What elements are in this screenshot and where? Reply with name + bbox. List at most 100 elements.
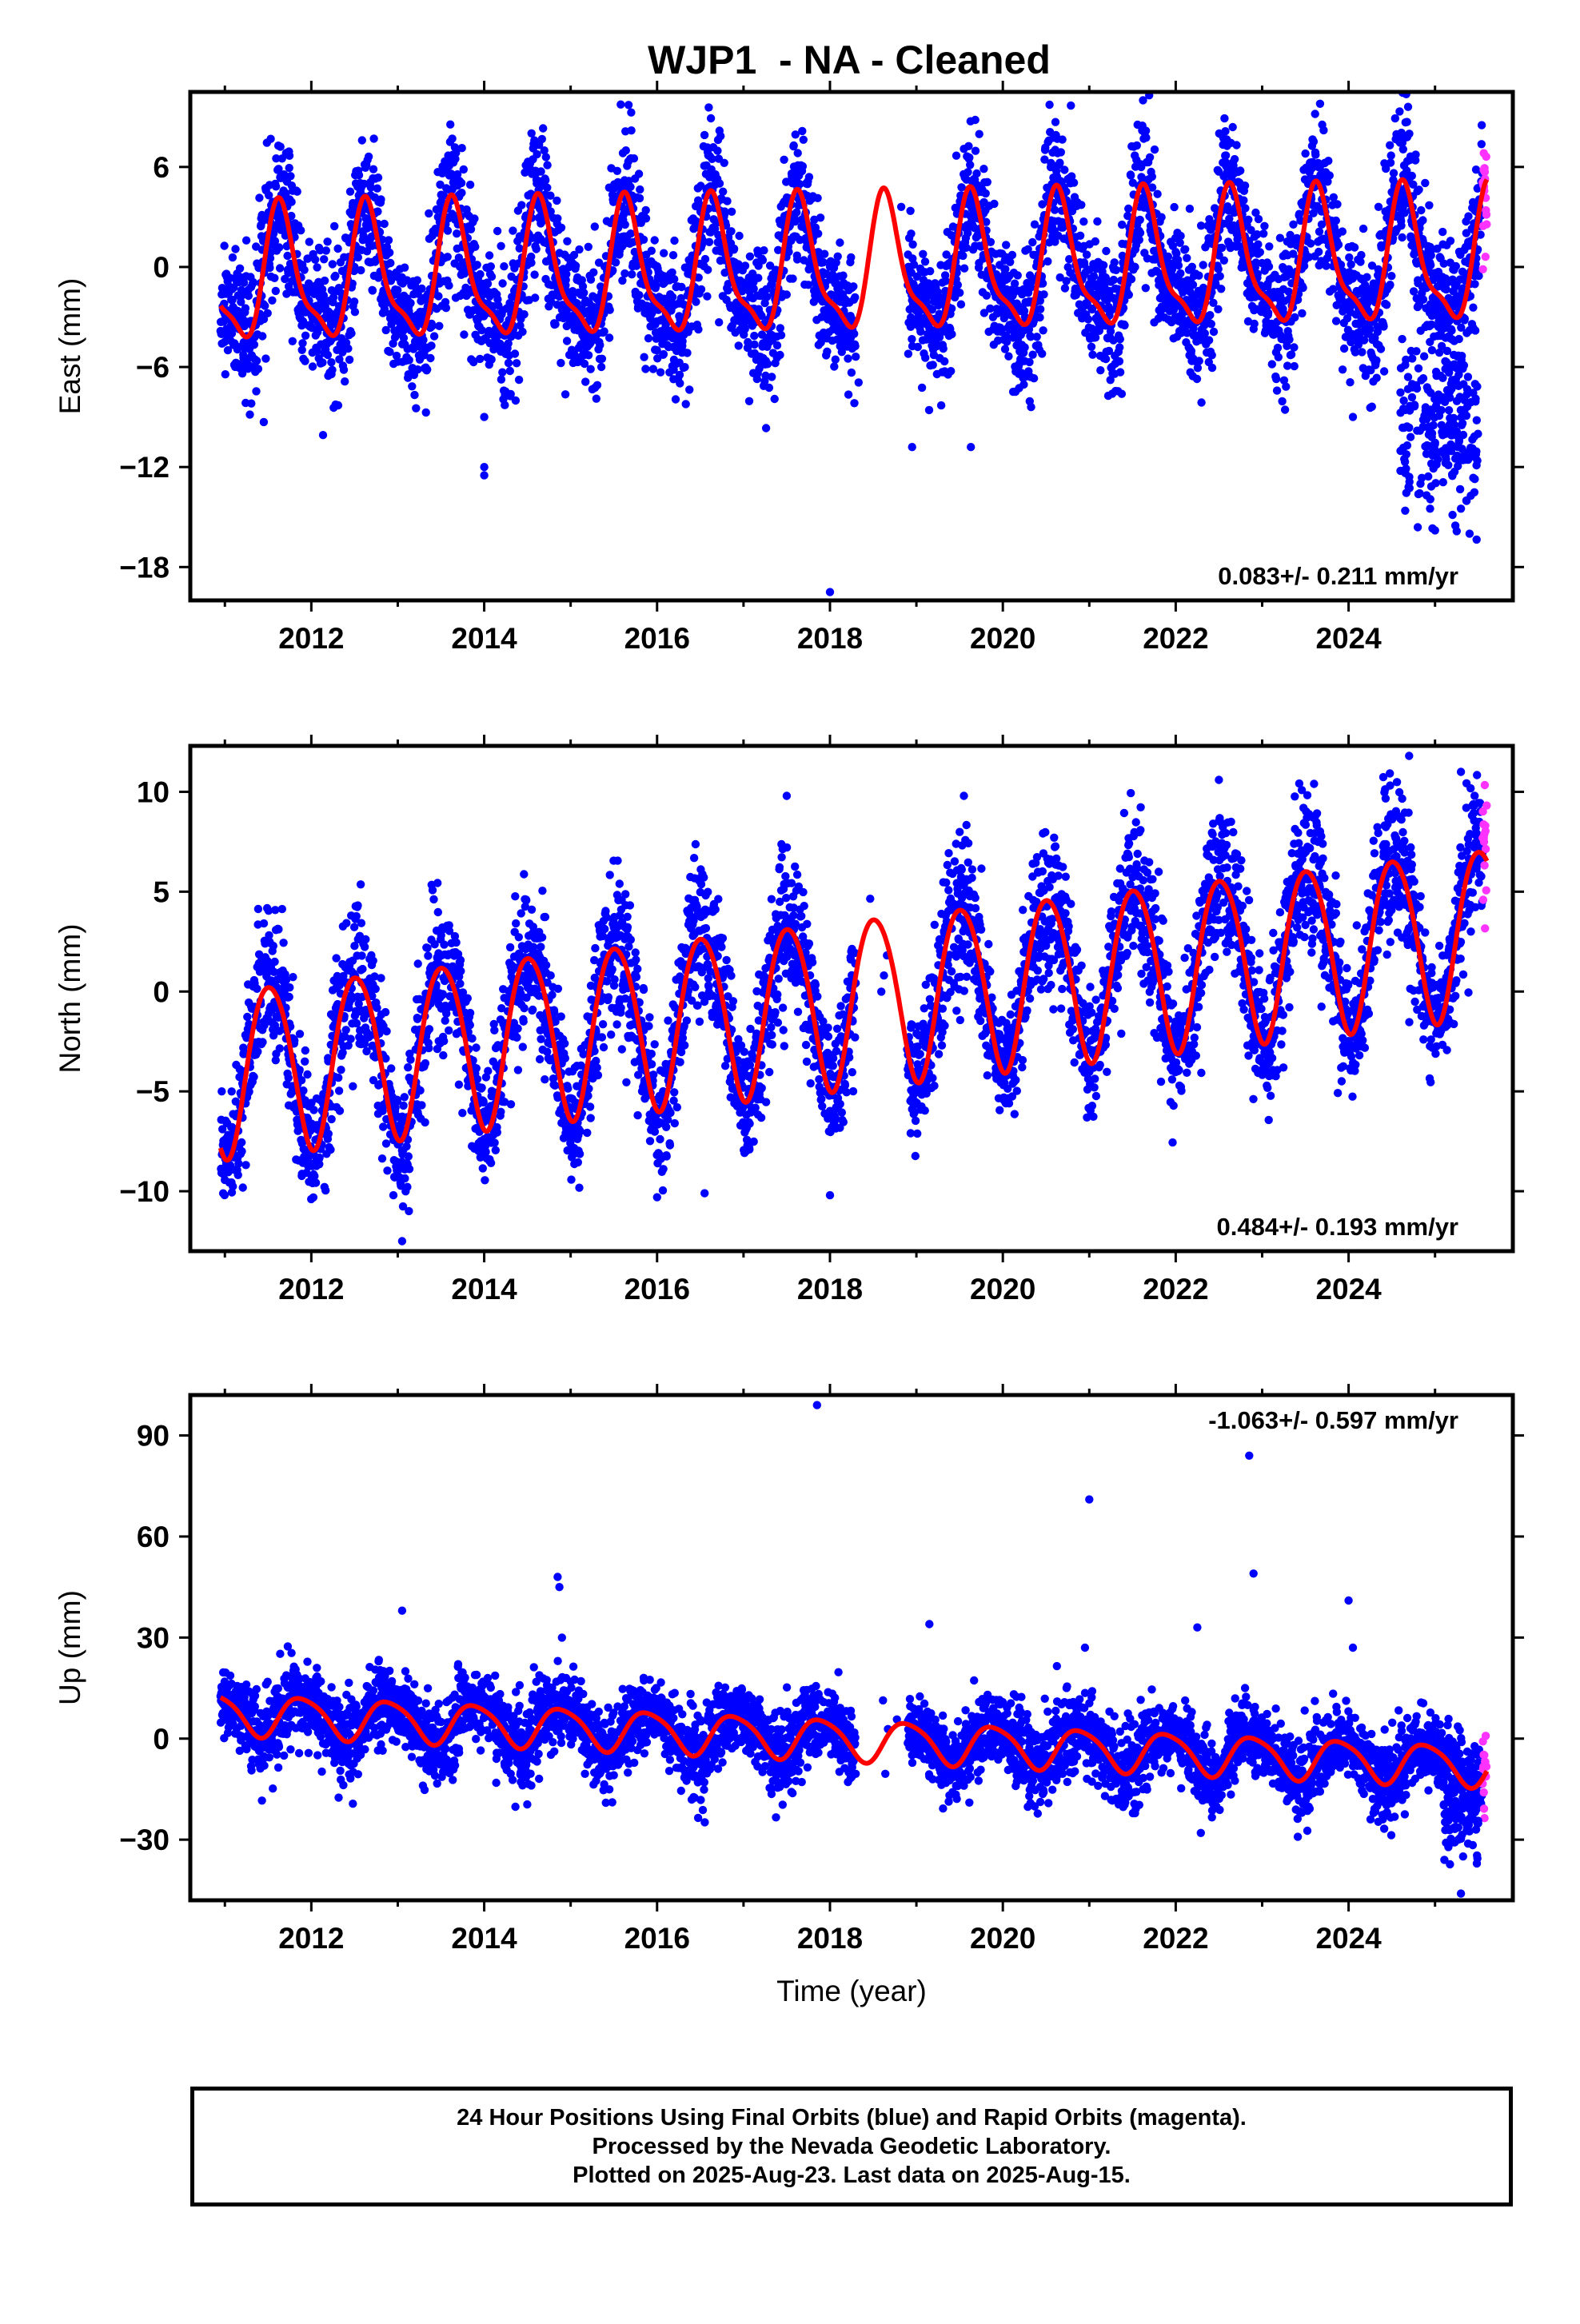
- final-orbit-point: [509, 226, 517, 234]
- x-tick-label: 2014: [451, 622, 517, 655]
- rapid-orbit-point: [1482, 220, 1490, 228]
- final-orbit-point: [354, 253, 362, 261]
- final-orbit-point: [1062, 277, 1070, 285]
- final-orbit-point: [1437, 406, 1445, 414]
- final-orbit-point: [1405, 130, 1413, 138]
- final-orbit-point: [965, 153, 973, 161]
- final-orbit-point: [333, 245, 341, 253]
- final-orbit-point: [628, 270, 636, 278]
- final-orbit-point: [776, 351, 784, 359]
- final-orbit-point: [245, 292, 253, 300]
- final-orbit-point: [1448, 428, 1456, 436]
- outlier-point: [908, 443, 916, 451]
- final-orbit-point: [697, 285, 705, 293]
- final-orbit-point: [417, 285, 425, 293]
- final-orbit-point: [272, 287, 280, 295]
- final-orbit-point: [1096, 366, 1104, 374]
- final-orbit-point: [1458, 456, 1466, 464]
- final-orbit-point: [1084, 315, 1092, 323]
- final-orbit-point: [476, 355, 484, 363]
- final-orbit-point: [1417, 327, 1425, 335]
- final-orbit-point: [1478, 140, 1486, 148]
- final-orbit-point: [313, 347, 321, 355]
- final-orbit-point: [553, 197, 561, 205]
- final-orbit-point: [1442, 444, 1450, 452]
- final-orbit-point: [350, 297, 358, 305]
- final-orbit-point: [1430, 444, 1438, 452]
- final-orbit-point: [1324, 157, 1332, 165]
- final-orbit-point: [1332, 217, 1340, 225]
- final-orbit-point: [1316, 100, 1324, 108]
- final-orbit-point: [1398, 233, 1406, 241]
- final-orbit-point: [1401, 507, 1409, 515]
- final-orbit-point: [587, 365, 595, 373]
- final-orbit-point: [1194, 364, 1202, 372]
- final-orbit-point: [231, 245, 239, 253]
- final-orbit-point: [1430, 421, 1438, 429]
- final-orbit-point: [470, 214, 478, 222]
- final-orbit-point: [471, 243, 479, 251]
- final-orbit-point: [648, 247, 656, 255]
- final-orbit-point: [954, 281, 962, 289]
- final-orbit-point: [701, 255, 709, 263]
- final-orbit-point: [630, 154, 638, 162]
- final-orbit-point: [1091, 237, 1099, 245]
- final-orbit-point: [1087, 343, 1095, 351]
- final-orbit-point: [727, 227, 735, 235]
- final-orbit-point: [694, 325, 702, 333]
- final-orbit-point: [605, 333, 613, 341]
- final-orbit-point: [762, 424, 770, 432]
- final-orbit-point: [1446, 414, 1454, 422]
- final-orbit-point: [497, 242, 505, 250]
- final-orbit-point: [254, 905, 262, 913]
- final-orbit-point: [1057, 148, 1065, 156]
- final-orbit-point: [1187, 347, 1195, 355]
- final-orbit-point: [1357, 251, 1365, 259]
- final-orbit-point: [323, 237, 331, 245]
- final-orbit-point: [253, 357, 261, 365]
- final-orbit-point: [716, 132, 724, 140]
- final-orbit-point: [1206, 311, 1214, 319]
- final-orbit-point: [249, 278, 257, 286]
- final-orbit-point: [1447, 326, 1455, 334]
- final-orbit-point: [852, 353, 860, 361]
- final-orbit-point: [606, 306, 614, 314]
- final-orbit-point: [627, 126, 635, 134]
- final-orbit-point: [918, 384, 926, 392]
- final-orbit-point: [385, 249, 393, 257]
- final-orbit-point: [538, 135, 546, 143]
- outlier-point: [1466, 529, 1474, 537]
- final-orbit-point: [1002, 241, 1010, 249]
- final-orbit-point: [1020, 343, 1028, 351]
- final-orbit-point: [798, 127, 806, 135]
- final-orbit-point: [1333, 200, 1341, 208]
- final-orbit-point: [723, 197, 731, 205]
- final-orbit-point: [1398, 335, 1406, 343]
- y-tick-label: 0: [153, 251, 170, 284]
- final-orbit-point: [777, 331, 785, 339]
- final-orbit-point: [272, 182, 280, 190]
- final-orbit-point: [1461, 448, 1469, 456]
- final-orbit-point: [764, 360, 772, 368]
- final-orbit-point: [1135, 236, 1143, 244]
- final-orbit-point: [381, 220, 389, 228]
- final-orbit-point: [1061, 284, 1069, 292]
- final-orbit-point: [626, 183, 634, 191]
- final-orbit-point: [311, 256, 319, 264]
- final-orbit-point: [612, 258, 620, 266]
- outlier-point: [260, 418, 268, 426]
- final-orbit-point: [373, 185, 381, 193]
- final-orbit-point: [759, 256, 767, 264]
- final-orbit-point: [1414, 185, 1422, 193]
- final-orbit-point: [385, 236, 393, 244]
- final-orbit-point: [253, 985, 261, 993]
- final-orbit-point: [1478, 121, 1486, 129]
- final-orbit-point: [1368, 403, 1376, 411]
- final-orbit-point: [309, 362, 317, 370]
- final-orbit-point: [484, 280, 492, 288]
- final-orbit-point: [527, 259, 535, 267]
- final-orbit-point: [289, 337, 297, 345]
- final-orbit-point: [1404, 373, 1412, 381]
- final-orbit-point: [1276, 234, 1284, 242]
